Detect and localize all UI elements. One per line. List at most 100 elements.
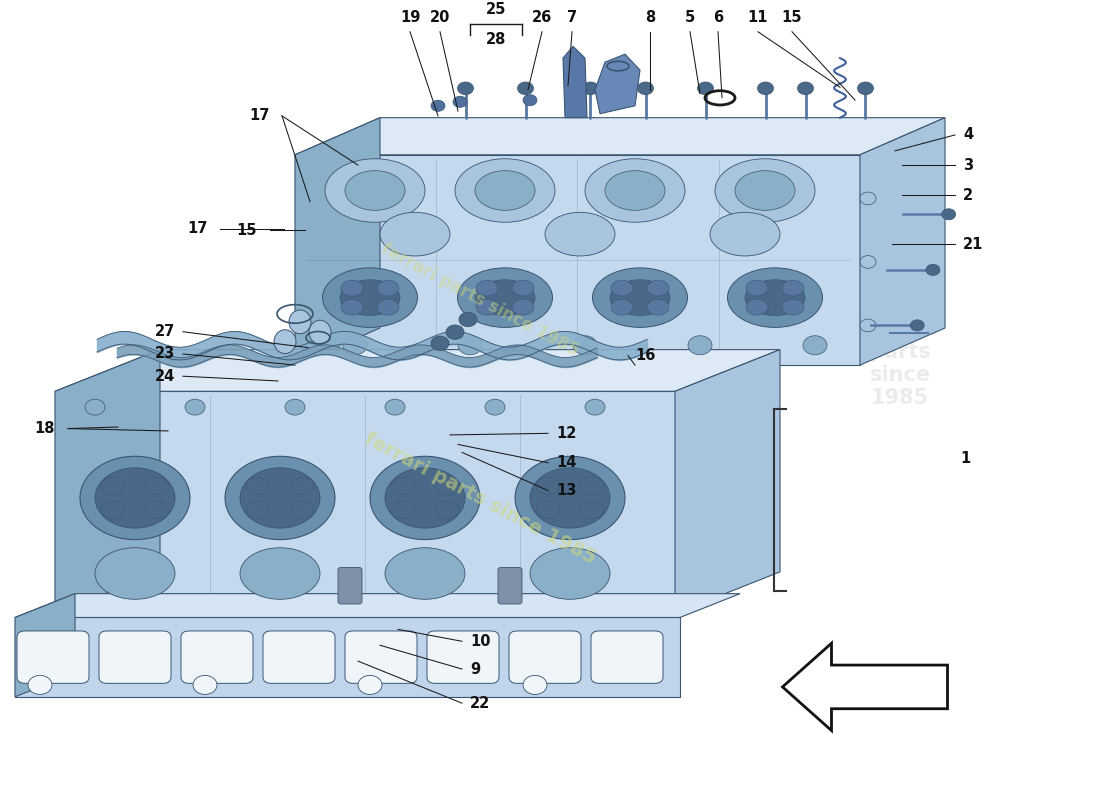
Text: 26: 26 bbox=[532, 10, 552, 26]
Text: 23: 23 bbox=[155, 346, 175, 362]
Ellipse shape bbox=[544, 212, 615, 256]
Ellipse shape bbox=[80, 456, 190, 540]
Circle shape bbox=[522, 94, 537, 106]
Text: 12: 12 bbox=[556, 426, 576, 441]
Text: 16: 16 bbox=[635, 348, 656, 363]
FancyBboxPatch shape bbox=[427, 631, 499, 683]
Circle shape bbox=[458, 82, 473, 94]
Ellipse shape bbox=[385, 468, 465, 528]
Text: 21: 21 bbox=[962, 237, 983, 252]
Ellipse shape bbox=[610, 299, 632, 315]
Ellipse shape bbox=[345, 170, 405, 210]
Text: 14: 14 bbox=[556, 455, 576, 470]
Text: 20: 20 bbox=[430, 10, 450, 26]
Polygon shape bbox=[675, 350, 780, 614]
Ellipse shape bbox=[476, 280, 498, 296]
Ellipse shape bbox=[240, 548, 320, 599]
Text: 24: 24 bbox=[155, 369, 175, 384]
Ellipse shape bbox=[309, 320, 331, 344]
Ellipse shape bbox=[580, 501, 604, 518]
Polygon shape bbox=[15, 594, 740, 618]
Ellipse shape bbox=[536, 501, 560, 518]
Polygon shape bbox=[15, 618, 680, 697]
Circle shape bbox=[638, 82, 653, 94]
Circle shape bbox=[485, 399, 505, 415]
Polygon shape bbox=[295, 118, 380, 365]
Polygon shape bbox=[55, 350, 780, 391]
Polygon shape bbox=[295, 154, 860, 365]
FancyBboxPatch shape bbox=[263, 631, 336, 683]
FancyBboxPatch shape bbox=[509, 631, 581, 683]
Circle shape bbox=[910, 320, 924, 331]
Polygon shape bbox=[295, 118, 945, 154]
Circle shape bbox=[860, 255, 876, 268]
Text: 5: 5 bbox=[685, 10, 695, 26]
Circle shape bbox=[858, 82, 873, 94]
Ellipse shape bbox=[512, 299, 534, 315]
FancyBboxPatch shape bbox=[591, 631, 663, 683]
Text: 28: 28 bbox=[486, 32, 506, 47]
Ellipse shape bbox=[341, 299, 363, 315]
Circle shape bbox=[573, 336, 597, 354]
Text: 19: 19 bbox=[399, 10, 420, 26]
Ellipse shape bbox=[782, 299, 804, 315]
Ellipse shape bbox=[458, 268, 552, 327]
Ellipse shape bbox=[530, 468, 610, 528]
Circle shape bbox=[758, 82, 773, 94]
Ellipse shape bbox=[746, 299, 768, 315]
Ellipse shape bbox=[370, 456, 480, 540]
Ellipse shape bbox=[512, 280, 534, 296]
Text: ferrari
parts
since
1985: ferrari parts since 1985 bbox=[862, 318, 938, 408]
Ellipse shape bbox=[434, 478, 459, 494]
Ellipse shape bbox=[434, 501, 459, 518]
Circle shape bbox=[458, 336, 482, 354]
Text: 4: 4 bbox=[962, 127, 974, 142]
Circle shape bbox=[358, 675, 382, 694]
Circle shape bbox=[583, 82, 598, 94]
FancyBboxPatch shape bbox=[99, 631, 170, 683]
Text: 1: 1 bbox=[960, 451, 970, 466]
Ellipse shape bbox=[745, 280, 805, 315]
Ellipse shape bbox=[735, 170, 795, 210]
Text: 8: 8 bbox=[645, 10, 656, 26]
Circle shape bbox=[585, 399, 605, 415]
Ellipse shape bbox=[610, 280, 632, 296]
Ellipse shape bbox=[710, 212, 780, 256]
Ellipse shape bbox=[475, 170, 535, 210]
Ellipse shape bbox=[390, 501, 415, 518]
Circle shape bbox=[185, 399, 205, 415]
Ellipse shape bbox=[246, 478, 270, 494]
Ellipse shape bbox=[95, 468, 175, 528]
FancyBboxPatch shape bbox=[338, 567, 362, 604]
Ellipse shape bbox=[475, 280, 535, 315]
Text: 3: 3 bbox=[962, 158, 974, 173]
Circle shape bbox=[697, 82, 714, 94]
Ellipse shape bbox=[290, 501, 314, 518]
Ellipse shape bbox=[605, 170, 665, 210]
Text: 11: 11 bbox=[748, 10, 768, 26]
Polygon shape bbox=[15, 594, 75, 697]
FancyBboxPatch shape bbox=[16, 631, 89, 683]
Text: 9: 9 bbox=[470, 662, 480, 677]
Circle shape bbox=[942, 209, 956, 220]
Polygon shape bbox=[55, 350, 160, 614]
Ellipse shape bbox=[593, 268, 688, 327]
Ellipse shape bbox=[580, 478, 604, 494]
Circle shape bbox=[798, 82, 814, 94]
Ellipse shape bbox=[289, 310, 311, 334]
Circle shape bbox=[343, 336, 367, 354]
Ellipse shape bbox=[290, 478, 314, 494]
Circle shape bbox=[446, 325, 464, 339]
Ellipse shape bbox=[530, 548, 610, 599]
Text: 27: 27 bbox=[155, 324, 175, 339]
Ellipse shape bbox=[647, 299, 669, 315]
Text: 10: 10 bbox=[470, 634, 491, 649]
Circle shape bbox=[431, 336, 449, 350]
Ellipse shape bbox=[341, 280, 363, 296]
Text: 7: 7 bbox=[566, 10, 578, 26]
FancyBboxPatch shape bbox=[345, 631, 417, 683]
Ellipse shape bbox=[385, 548, 465, 599]
Ellipse shape bbox=[226, 456, 336, 540]
Ellipse shape bbox=[95, 548, 175, 599]
Circle shape bbox=[860, 192, 876, 205]
